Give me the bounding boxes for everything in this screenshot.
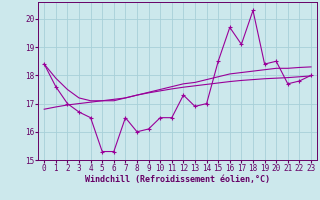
X-axis label: Windchill (Refroidissement éolien,°C): Windchill (Refroidissement éolien,°C) (85, 175, 270, 184)
